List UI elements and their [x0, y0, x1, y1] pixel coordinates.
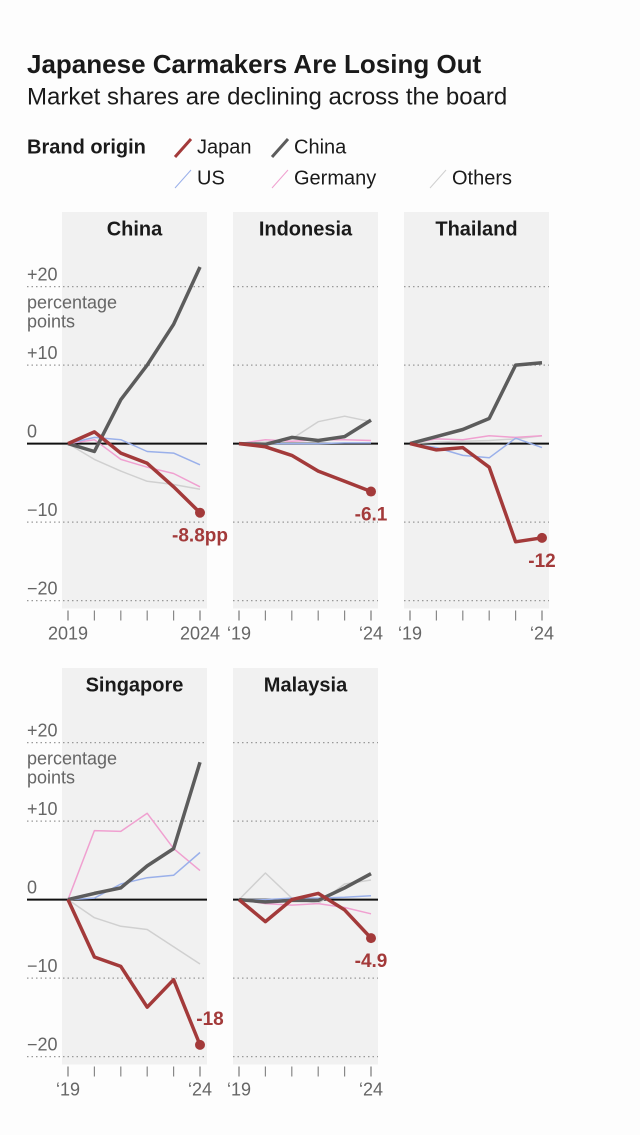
x-tick-label: 2019: [48, 623, 88, 643]
panel-background: [62, 212, 207, 609]
panel-title: China: [107, 218, 163, 240]
value-label: -18: [196, 1009, 223, 1030]
end-point: [195, 507, 205, 518]
end-point: [537, 532, 547, 543]
x-tick-label: ‘24: [359, 1079, 383, 1099]
legend-label: Germany: [294, 167, 376, 189]
panel-title: Singapore: [86, 674, 184, 696]
value-label: -12: [528, 551, 555, 572]
series-line: [238, 418, 372, 447]
y-tick-label: −10: [27, 500, 58, 520]
x-tick-label: ‘19: [398, 623, 422, 643]
panel-background: [404, 212, 549, 609]
panel-title: Indonesia: [259, 218, 353, 240]
y-tick-label: 0: [27, 877, 37, 897]
end-point: [366, 486, 376, 497]
y-tick-label: +20: [27, 720, 58, 740]
series-line: [238, 441, 372, 494]
legend-swatch: [429, 169, 447, 189]
series-line: [67, 761, 202, 902]
y-tick-label: 0: [27, 421, 37, 441]
x-tick-label: ‘24: [188, 1079, 212, 1099]
panel-title: Malaysia: [264, 674, 348, 696]
y-unit-label: percentage points: [27, 292, 117, 331]
y-tick-label: +20: [27, 264, 58, 284]
value-label: -4.9: [355, 951, 388, 972]
legend-swatch: [173, 138, 193, 158]
series-line: [67, 898, 201, 965]
series-line: [238, 415, 372, 445]
series-line: [67, 812, 201, 900]
y-unit-label: percentage points: [27, 748, 117, 787]
legend-title: Brand origin: [27, 136, 146, 158]
x-tick-label: ‘24: [359, 623, 383, 643]
series-line: [67, 442, 201, 490]
series-line: [67, 851, 201, 901]
value-label: -8.8pp: [172, 526, 228, 547]
legend-label: Japan: [197, 136, 252, 158]
series-line: [238, 872, 372, 904]
y-tick-label: +10: [27, 799, 58, 819]
legend-label: Others: [452, 167, 512, 189]
y-tick-label: −20: [27, 1034, 58, 1054]
series-line: [67, 266, 202, 454]
series-line: [409, 361, 543, 446]
series-line: [67, 438, 201, 488]
y-tick-label: +10: [27, 343, 58, 363]
panel-background: [233, 212, 378, 609]
x-tick-label: ‘24: [530, 623, 554, 643]
x-tick-label: ‘19: [56, 1079, 80, 1099]
legend-label: US: [197, 167, 225, 189]
legend-label: China: [294, 136, 347, 158]
series-line: [409, 435, 543, 445]
chart-subtitle: Market shares are declining across the b…: [27, 83, 507, 110]
x-tick-label: ‘19: [227, 623, 251, 643]
end-point: [195, 1039, 205, 1050]
series-line: [409, 441, 543, 544]
series-line: [237, 891, 373, 940]
y-tick-label: −20: [27, 578, 58, 598]
legend-swatch: [270, 138, 290, 158]
x-tick-label: ‘19: [227, 1079, 251, 1099]
series-line: [67, 436, 201, 466]
panel-title: Thailand: [435, 218, 517, 240]
series-line: [66, 898, 202, 1046]
value-label: -6.1: [355, 505, 388, 526]
panel-background: [233, 668, 378, 1065]
y-tick-label: −10: [27, 956, 58, 976]
chart-title: Japanese Carmakers Are Losing Out: [27, 49, 482, 79]
legend-swatch: [174, 169, 192, 189]
end-point: [366, 933, 376, 944]
x-tick-label: 2024: [180, 623, 220, 643]
legend-swatch: [271, 169, 289, 189]
series-line: [409, 435, 543, 445]
series-line: [67, 430, 202, 514]
